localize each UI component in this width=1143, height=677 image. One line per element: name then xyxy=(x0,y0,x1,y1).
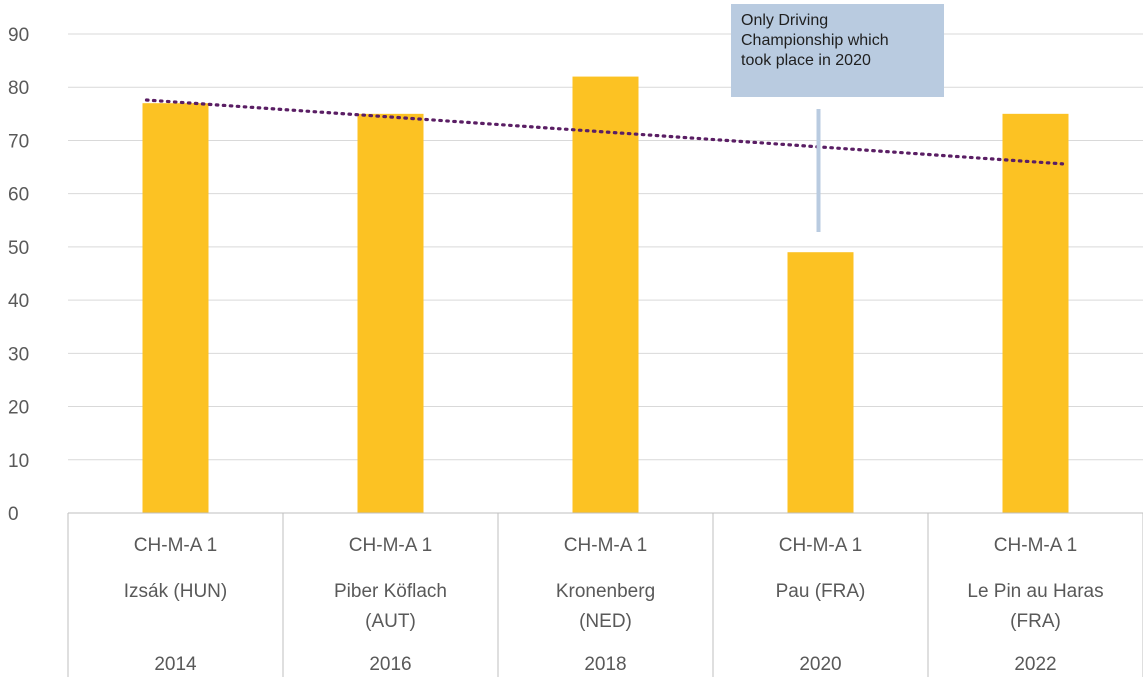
y-tick-label: 90 xyxy=(8,25,29,46)
category-level-label: CH-M-A 1 xyxy=(564,535,647,556)
y-axis-ticks: 0 10 20 30 40 50 60 70 80 90 xyxy=(8,25,29,525)
y-tick-label: 60 xyxy=(8,185,29,206)
annotation-callout: Only Driving Championship which took pla… xyxy=(731,4,944,97)
y-tick-label: 20 xyxy=(8,398,29,419)
category-year-label: 2016 xyxy=(369,654,411,675)
category-level-label: CH-M-A 1 xyxy=(134,535,217,556)
category-venue-label: Pau (FRA) xyxy=(776,581,866,602)
bar xyxy=(1002,113,1069,513)
category-year-label: 2020 xyxy=(799,654,841,675)
category-level-label: CH-M-A 1 xyxy=(349,535,432,556)
annotation-line-2: Championship which xyxy=(741,32,889,49)
y-tick-label: 0 xyxy=(8,504,19,525)
category-venue-label: Le Pin au Haras xyxy=(967,581,1103,602)
annotation-line-1: Only Driving xyxy=(741,12,829,29)
y-tick-label: 10 xyxy=(8,451,29,472)
bars xyxy=(142,76,1069,514)
bar xyxy=(357,113,424,513)
bar xyxy=(142,103,209,513)
category-year-label: 2018 xyxy=(584,654,626,675)
category-venue-label: (NED) xyxy=(579,611,632,632)
y-tick-label: 80 xyxy=(8,78,29,99)
y-tick-label: 70 xyxy=(8,131,29,152)
y-tick-label: 30 xyxy=(8,344,29,365)
category-level-label: CH-M-A 1 xyxy=(779,535,862,556)
bar xyxy=(572,76,639,514)
category-venue-label: Kronenberg xyxy=(556,581,655,602)
category-venue-label: (AUT) xyxy=(365,611,416,632)
x-axis-categories: CH-M-A 1 Izsák (HUN) 2014 CH-M-A 1 Piber Köf… xyxy=(124,535,1104,675)
x-axis xyxy=(67,512,1143,677)
category-level-label: CH-M-A 1 xyxy=(994,535,1077,556)
category-year-label: 2014 xyxy=(154,654,197,675)
category-venue-label: Izsák (HUN) xyxy=(124,581,227,602)
y-tick-label: 50 xyxy=(8,238,29,259)
category-venue-label: (FRA) xyxy=(1010,611,1061,632)
y-tick-label: 40 xyxy=(8,291,29,312)
annotation-line-3: took place in 2020 xyxy=(741,52,871,69)
trendline-path xyxy=(144,98,1065,166)
category-year-label: 2022 xyxy=(1014,654,1056,675)
bar xyxy=(787,252,854,513)
category-venue-label: Piber Köflach xyxy=(334,581,447,602)
trendline xyxy=(144,98,1065,166)
